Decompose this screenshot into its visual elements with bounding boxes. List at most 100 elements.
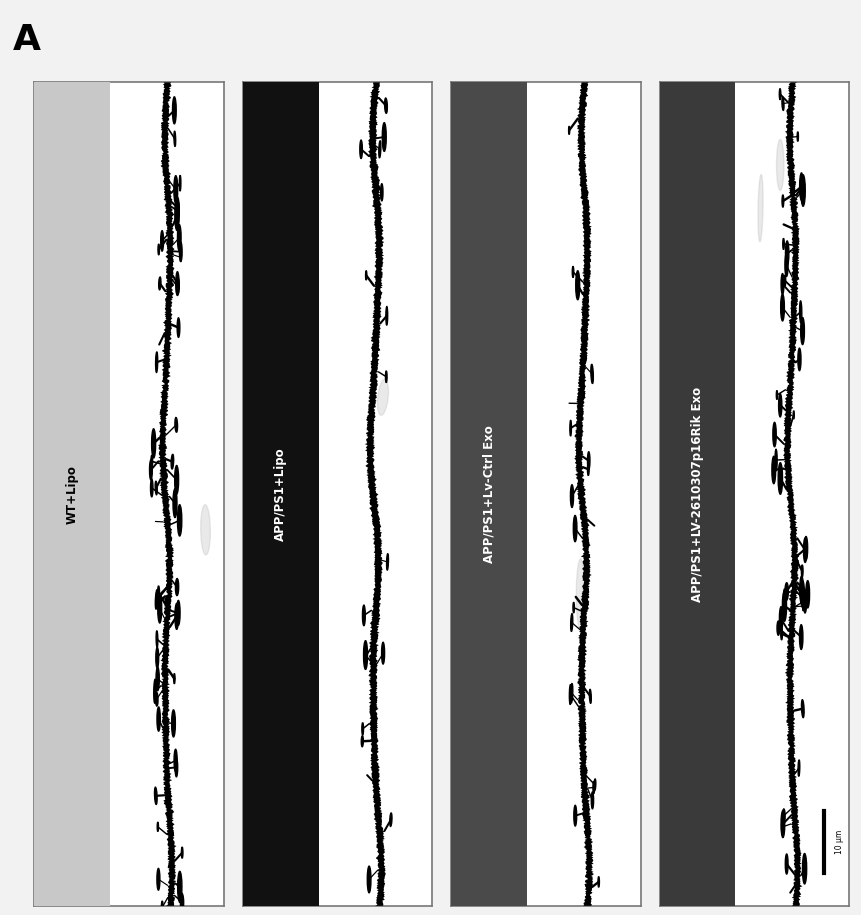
Circle shape xyxy=(572,266,573,277)
Circle shape xyxy=(784,854,787,874)
Circle shape xyxy=(157,868,160,890)
Circle shape xyxy=(777,393,781,417)
Circle shape xyxy=(776,391,777,400)
Ellipse shape xyxy=(153,679,156,704)
Circle shape xyxy=(177,224,181,251)
Circle shape xyxy=(784,275,785,286)
Circle shape xyxy=(367,867,370,893)
Circle shape xyxy=(177,871,182,902)
Circle shape xyxy=(363,640,367,670)
Circle shape xyxy=(175,603,178,630)
Circle shape xyxy=(156,648,158,668)
Text: APP/PS1+Lv-Ctrl Exo: APP/PS1+Lv-Ctrl Exo xyxy=(482,425,495,563)
Ellipse shape xyxy=(176,278,179,295)
Circle shape xyxy=(173,673,175,684)
Ellipse shape xyxy=(156,352,158,372)
Circle shape xyxy=(158,586,159,599)
Ellipse shape xyxy=(774,449,777,471)
Circle shape xyxy=(362,723,363,735)
Circle shape xyxy=(797,348,800,371)
Ellipse shape xyxy=(384,98,387,113)
Ellipse shape xyxy=(797,759,799,776)
Circle shape xyxy=(176,272,179,296)
Circle shape xyxy=(781,195,783,207)
Ellipse shape xyxy=(590,364,592,383)
Circle shape xyxy=(172,97,176,124)
Polygon shape xyxy=(573,82,593,906)
Circle shape xyxy=(799,585,802,604)
Circle shape xyxy=(149,460,152,480)
Ellipse shape xyxy=(386,554,388,570)
Circle shape xyxy=(771,457,775,484)
Ellipse shape xyxy=(158,277,161,290)
Ellipse shape xyxy=(155,592,158,609)
Circle shape xyxy=(803,536,807,560)
Ellipse shape xyxy=(180,893,183,910)
Circle shape xyxy=(792,411,793,419)
Circle shape xyxy=(573,515,576,542)
Ellipse shape xyxy=(784,583,788,600)
Text: 10 μm: 10 μm xyxy=(834,830,844,855)
Circle shape xyxy=(591,791,593,809)
Ellipse shape xyxy=(175,417,177,432)
Ellipse shape xyxy=(377,379,388,415)
Circle shape xyxy=(362,605,365,626)
Circle shape xyxy=(381,642,384,664)
Circle shape xyxy=(181,847,183,858)
Circle shape xyxy=(175,466,178,494)
Ellipse shape xyxy=(154,787,157,804)
Circle shape xyxy=(570,485,573,508)
Circle shape xyxy=(157,823,158,832)
Ellipse shape xyxy=(799,301,801,323)
Ellipse shape xyxy=(757,175,762,242)
Circle shape xyxy=(177,608,179,619)
Text: WT+Lipo: WT+Lipo xyxy=(65,465,78,523)
Circle shape xyxy=(586,463,588,476)
Ellipse shape xyxy=(156,589,158,605)
Circle shape xyxy=(365,271,367,280)
Ellipse shape xyxy=(155,693,158,706)
Circle shape xyxy=(800,581,803,608)
Circle shape xyxy=(782,239,784,250)
Circle shape xyxy=(176,197,179,224)
Circle shape xyxy=(805,581,808,608)
Circle shape xyxy=(174,176,177,203)
Ellipse shape xyxy=(570,684,573,703)
Circle shape xyxy=(802,854,806,884)
Circle shape xyxy=(772,423,776,447)
Ellipse shape xyxy=(171,454,173,469)
Ellipse shape xyxy=(801,700,803,717)
Circle shape xyxy=(381,123,386,151)
Circle shape xyxy=(778,89,780,100)
Circle shape xyxy=(175,199,179,231)
Circle shape xyxy=(783,589,784,603)
Circle shape xyxy=(801,565,802,577)
Text: APP/PS1+LV-2610307p16Rik Exo: APP/PS1+LV-2610307p16Rik Exo xyxy=(691,386,703,602)
Circle shape xyxy=(177,318,180,338)
Circle shape xyxy=(171,710,175,737)
Ellipse shape xyxy=(361,736,363,747)
Circle shape xyxy=(179,242,182,262)
Ellipse shape xyxy=(201,505,210,555)
Circle shape xyxy=(778,607,782,631)
Ellipse shape xyxy=(378,141,381,158)
Ellipse shape xyxy=(363,649,366,665)
Circle shape xyxy=(174,749,177,771)
Ellipse shape xyxy=(568,684,571,705)
Circle shape xyxy=(157,707,160,731)
Circle shape xyxy=(381,184,382,201)
Circle shape xyxy=(160,231,164,251)
Circle shape xyxy=(568,126,569,135)
Circle shape xyxy=(799,576,802,601)
Polygon shape xyxy=(158,82,177,906)
Text: A: A xyxy=(13,23,40,57)
Circle shape xyxy=(573,805,576,826)
Ellipse shape xyxy=(589,689,591,704)
Circle shape xyxy=(592,781,594,793)
Ellipse shape xyxy=(389,813,392,826)
Circle shape xyxy=(180,253,181,262)
Circle shape xyxy=(800,175,804,206)
Circle shape xyxy=(177,505,182,536)
Polygon shape xyxy=(782,82,802,906)
Circle shape xyxy=(780,294,784,321)
